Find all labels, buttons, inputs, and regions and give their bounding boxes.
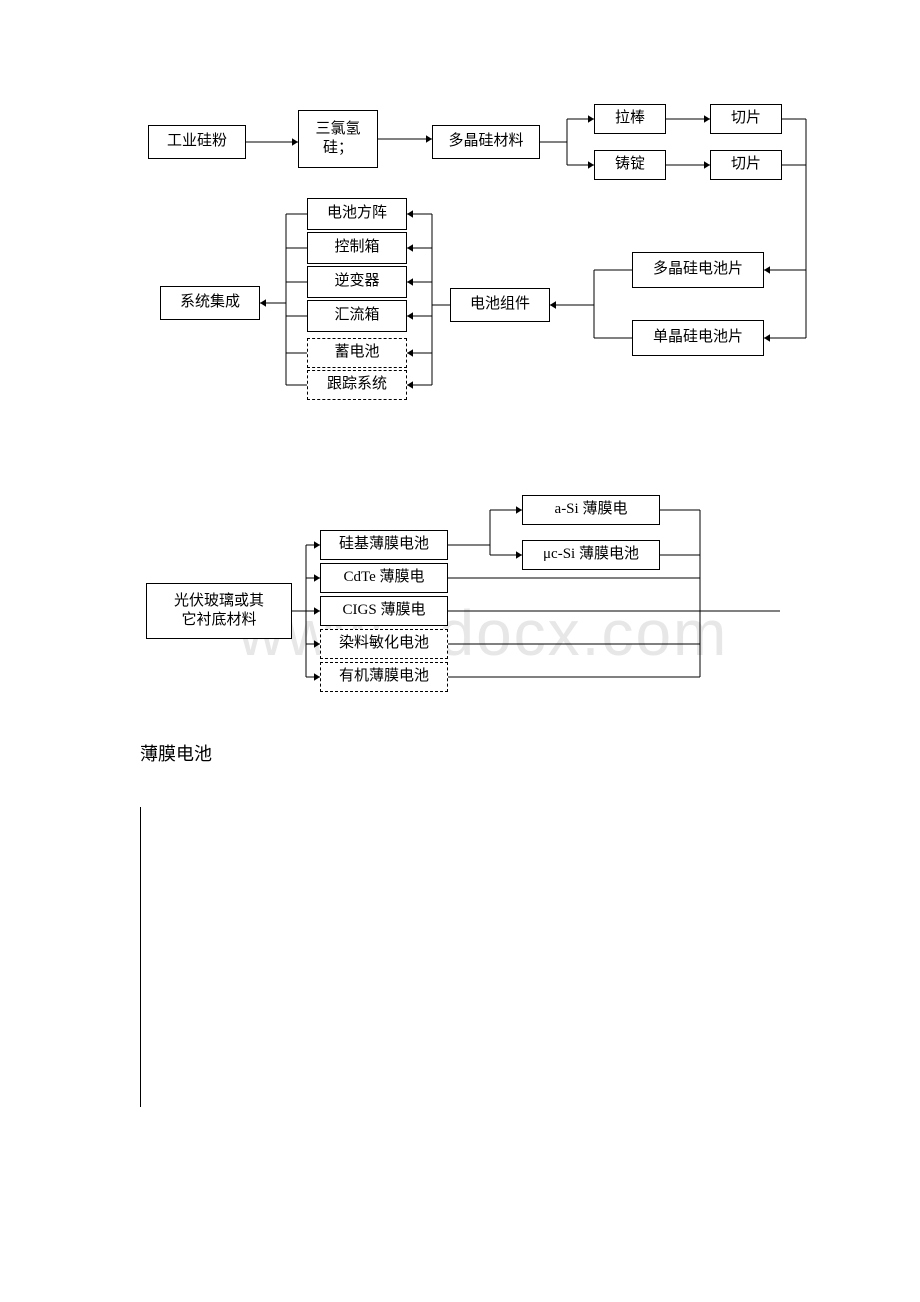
node-label-n_inverter: 逆变器 [334, 272, 379, 292]
node-label-n_tracking: 跟踪系统 [327, 375, 387, 395]
node-label-n_sys_int: 系统集成 [180, 293, 240, 313]
node-m_cigs: CIGS 薄膜电 [320, 596, 448, 626]
node-label-n_casting: 铸锭 [615, 155, 645, 175]
node-label-m_cigs: CIGS 薄膜电 [343, 601, 426, 621]
node-n_trichloro: 三氯氢 硅； [298, 110, 378, 168]
node-label-n_slice_top: 切片 [731, 109, 761, 129]
node-label-n_battery: 蓄电池 [334, 343, 379, 363]
node-label-m_dye: 染料敏化电池 [339, 634, 429, 654]
node-label-n_poly_cell: 多晶硅电池片 [653, 260, 743, 280]
node-n_battery: 蓄电池 [307, 338, 407, 368]
node-m_si_thin: 硅基薄膜电池 [320, 530, 448, 560]
node-label-n_pull_rod: 拉棒 [615, 109, 645, 129]
node-n_slice_bot: 切片 [710, 150, 782, 180]
node-m_glass: 光伏玻璃或其 它衬底材料 [146, 583, 292, 639]
diagram1-edges [0, 0, 920, 440]
caption-thin-film: 薄膜电池 [140, 740, 212, 766]
node-n_slice_top: 切片 [710, 104, 782, 134]
node-n_poly_material: 多晶硅材料 [432, 125, 540, 159]
node-n_array: 电池方阵 [307, 198, 407, 230]
node-n_pull_rod: 拉棒 [594, 104, 666, 134]
node-label-m_ucsi: μc-Si 薄膜电池 [543, 545, 639, 565]
node-label-n_silicon_powder: 工业硅粉 [167, 132, 227, 152]
node-n_cell_module: 电池组件 [450, 288, 550, 322]
node-n_inverter: 逆变器 [307, 266, 407, 298]
node-n_mono_cell: 单晶硅电池片 [632, 320, 764, 356]
node-label-n_array: 电池方阵 [327, 204, 387, 224]
node-n_silicon_powder: 工业硅粉 [148, 125, 246, 159]
node-label-n_poly_material: 多晶硅材料 [448, 132, 523, 152]
node-m_dye: 染料敏化电池 [320, 629, 448, 659]
node-label-n_control_box: 控制箱 [334, 238, 379, 258]
node-label-m_cdte: CdTe 薄膜电 [343, 568, 424, 588]
diagram2-edges [0, 0, 920, 760]
node-label-n_trichloro: 三氯氢 硅； [315, 120, 360, 159]
node-label-n_slice_bot: 切片 [731, 155, 761, 175]
node-label-m_asi: a-Si 薄膜电 [555, 500, 628, 520]
node-m_cdte: CdTe 薄膜电 [320, 563, 448, 593]
node-label-n_mono_cell: 单晶硅电池片 [653, 328, 743, 348]
node-m_asi: a-Si 薄膜电 [522, 495, 660, 525]
node-n_casting: 铸锭 [594, 150, 666, 180]
node-n_tracking: 跟踪系统 [307, 370, 407, 400]
node-label-m_glass: 光伏玻璃或其 它衬底材料 [174, 592, 264, 631]
node-label-m_si_thin: 硅基薄膜电池 [339, 535, 429, 555]
node-n_poly_cell: 多晶硅电池片 [632, 252, 764, 288]
node-label-n_combiner: 汇流箱 [334, 306, 379, 326]
node-n_sys_int: 系统集成 [160, 286, 260, 320]
node-m_ucsi: μc-Si 薄膜电池 [522, 540, 660, 570]
node-label-n_cell_module: 电池组件 [470, 295, 530, 315]
node-m_organic: 有机薄膜电池 [320, 662, 448, 692]
node-n_combiner: 汇流箱 [307, 300, 407, 332]
node-n_control_box: 控制箱 [307, 232, 407, 264]
watermark: www...docx.com [238, 596, 728, 670]
node-label-m_organic: 有机薄膜电池 [339, 667, 429, 687]
bottom-vertical-line [140, 807, 141, 1107]
